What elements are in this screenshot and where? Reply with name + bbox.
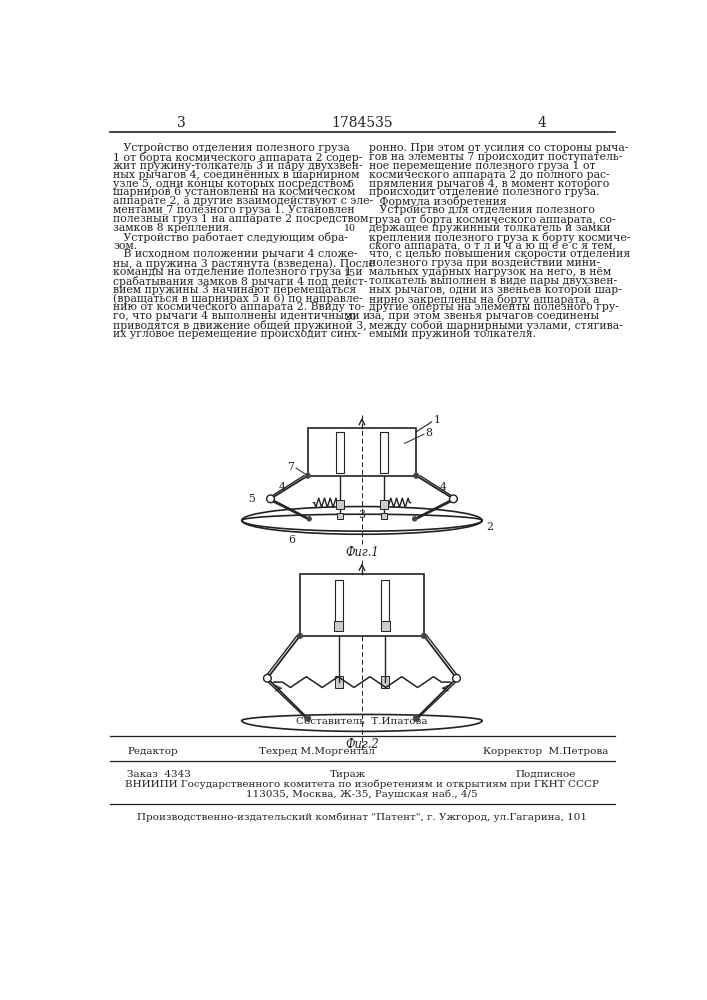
Bar xyxy=(337,513,344,519)
Text: ное перемещение полезного груза 1 от: ное перемещение полезного груза 1 от xyxy=(369,161,595,171)
Text: мальных ударных нагрузок на него, в нём: мальных ударных нагрузок на него, в нём xyxy=(369,267,611,277)
Circle shape xyxy=(414,473,419,478)
Text: Составитель  Т.Ипатова: Составитель Т.Ипатова xyxy=(296,717,428,726)
Text: Устройство для отделения полезного: Устройство для отделения полезного xyxy=(369,205,595,215)
Circle shape xyxy=(421,633,426,639)
Text: Заказ  4343: Заказ 4343 xyxy=(127,770,191,779)
Text: крепления полезного груза к борту космиче-: крепления полезного груза к борту космич… xyxy=(369,232,631,243)
Text: 1 от борта космического аппарата 2 содер-: 1 от борта космического аппарата 2 содер… xyxy=(113,152,363,163)
Text: 4: 4 xyxy=(440,482,446,492)
Text: космического аппарата 2 до полного рас-: космического аппарата 2 до полного рас- xyxy=(369,170,609,180)
Bar xyxy=(335,580,343,630)
Text: Подписное: Подписное xyxy=(515,770,575,779)
Text: команды на отделение полезного груза 1 и: команды на отделение полезного груза 1 и xyxy=(113,267,363,277)
Text: Редактор: Редактор xyxy=(127,747,178,756)
Bar xyxy=(300,574,424,636)
Text: 5: 5 xyxy=(248,494,255,504)
Text: Устройство отделения полезного груза: Устройство отделения полезного груза xyxy=(113,143,350,153)
Text: 15: 15 xyxy=(344,269,356,278)
Text: 3: 3 xyxy=(358,510,366,520)
Circle shape xyxy=(305,715,311,721)
Text: Фиг.2: Фиг.2 xyxy=(345,738,379,751)
Text: Фиг.1: Фиг.1 xyxy=(345,546,379,559)
Text: 1: 1 xyxy=(433,415,440,425)
Text: ронно. При этом от усилия со стороны рыча-: ронно. При этом от усилия со стороны рыч… xyxy=(369,143,629,153)
Bar xyxy=(337,500,344,509)
Text: узле 5, одни концы которых посредством: узле 5, одни концы которых посредством xyxy=(113,179,351,189)
Text: го, что рычаги 4 выполнены идентичными и: го, что рычаги 4 выполнены идентичными и xyxy=(113,311,370,321)
Text: замков 8 крепления.: замков 8 крепления. xyxy=(113,223,233,233)
Text: 10: 10 xyxy=(344,224,356,233)
Text: 5: 5 xyxy=(347,180,354,189)
Text: гов на элементы 7 происходит поступатель-: гов на элементы 7 происходит поступатель… xyxy=(369,152,622,162)
Text: что, с целью повышения скорости отделения: что, с целью повышения скорости отделени… xyxy=(369,249,630,259)
Text: 6: 6 xyxy=(288,535,296,545)
Text: вием пружины 3 начинают перемещаться: вием пружины 3 начинают перемещаться xyxy=(113,285,356,295)
Text: 7: 7 xyxy=(287,462,293,472)
Text: ных рычагов, одни из звеньев которой шар-: ных рычагов, одни из звеньев которой шар… xyxy=(369,285,621,295)
Text: полезный груз 1 на аппарате 2 посредством: полезный груз 1 на аппарате 2 посредство… xyxy=(113,214,368,224)
Bar xyxy=(380,620,390,631)
Text: В исходном положении рычаги 4 сложе-: В исходном положении рычаги 4 сложе- xyxy=(113,249,358,259)
Text: (вращаться в шарнирах 5 и 6) по направле-: (вращаться в шарнирах 5 и 6) по направле… xyxy=(113,294,363,304)
Text: Устройство работает следующим обра-: Устройство работает следующим обра- xyxy=(113,232,348,243)
Text: Формула изобретения: Формула изобретения xyxy=(369,196,507,207)
Text: происходит отделение полезного груза.: происходит отделение полезного груза. xyxy=(369,187,600,197)
Text: жит пружину-толкатель 3 и пару двухзвен-: жит пружину-толкатель 3 и пару двухзвен- xyxy=(113,161,363,171)
Text: Тираж: Тираж xyxy=(330,770,366,779)
Text: нирно закреплены на борту аппарата, а: нирно закреплены на борту аппарата, а xyxy=(369,294,600,305)
Bar xyxy=(337,432,344,473)
Text: 4: 4 xyxy=(279,482,286,492)
Text: приводятся в движение общей пружиной 3,: приводятся в движение общей пружиной 3, xyxy=(113,320,367,331)
Text: емыми пружиной толкателя.: емыми пружиной толкателя. xyxy=(369,329,536,339)
Text: толкатель выполнен в виде пары двухзвен-: толкатель выполнен в виде пары двухзвен- xyxy=(369,276,617,286)
Text: их угловое перемещение происходит синх-: их угловое перемещение происходит синх- xyxy=(113,329,361,339)
Bar xyxy=(380,500,387,509)
Circle shape xyxy=(452,674,460,682)
Text: Техред М.Моргентал: Техред М.Моргентал xyxy=(259,747,375,756)
Text: ского аппарата, о т л и ч а ю щ е е с я тем,: ского аппарата, о т л и ч а ю щ е е с я … xyxy=(369,241,616,251)
Text: 3: 3 xyxy=(177,116,186,130)
Circle shape xyxy=(413,715,419,721)
Text: другие оперты на элементы полезного гру-: другие оперты на элементы полезного гру- xyxy=(369,302,619,312)
Text: за, при этом звенья рычагов соединены: за, при этом звенья рычагов соединены xyxy=(369,311,599,321)
Text: 1784535: 1784535 xyxy=(331,116,393,130)
Text: ментами 7 полезного груза 1. Установлен: ментами 7 полезного груза 1. Установлен xyxy=(113,205,355,215)
Circle shape xyxy=(412,517,417,521)
Text: ны, а пружина 3 растянута (взведена). После: ны, а пружина 3 растянута (взведена). По… xyxy=(113,258,375,269)
Circle shape xyxy=(264,674,271,682)
Circle shape xyxy=(305,473,310,478)
Text: 8: 8 xyxy=(426,428,433,438)
Circle shape xyxy=(307,517,312,521)
Text: нию от космического аппарата 2. Ввиду то-: нию от космического аппарата 2. Ввиду то… xyxy=(113,302,365,312)
Bar xyxy=(335,676,343,688)
Text: полезного груза при воздействии мини-: полезного груза при воздействии мини- xyxy=(369,258,600,268)
Circle shape xyxy=(450,495,457,503)
Bar xyxy=(380,432,387,473)
Text: аппарате 2, а другие взаимодействуют с эле-: аппарате 2, а другие взаимодействуют с э… xyxy=(113,196,373,206)
Bar xyxy=(381,676,389,688)
Text: 113035, Москва, Ж-35, Раушская наб., 4/5: 113035, Москва, Ж-35, Раушская наб., 4/5 xyxy=(246,790,478,799)
Text: между собой шарнирными узлами, стягива-: между собой шарнирными узлами, стягива- xyxy=(369,320,623,331)
Bar xyxy=(334,620,344,631)
Text: 20: 20 xyxy=(344,313,356,322)
Bar xyxy=(308,428,416,476)
Text: шарниров 6 установлены на космическом: шарниров 6 установлены на космическом xyxy=(113,187,356,197)
Text: ВНИИПИ Государственного комитета по изобретениям и открытиям при ГКНТ СССР: ВНИИПИ Государственного комитета по изоб… xyxy=(125,780,599,789)
Text: ных рычагов 4, соединённых в шарнирном: ных рычагов 4, соединённых в шарнирном xyxy=(113,170,360,180)
Text: прямления рычагов 4, в момент которого: прямления рычагов 4, в момент которого xyxy=(369,179,609,189)
Text: 4: 4 xyxy=(537,116,547,130)
Circle shape xyxy=(297,633,303,639)
Text: срабатывания замков 8 рычаги 4 под дейст-: срабатывания замков 8 рычаги 4 под дейст… xyxy=(113,276,368,287)
Text: зом.: зом. xyxy=(113,241,137,251)
Circle shape xyxy=(267,495,274,503)
Text: 2: 2 xyxy=(486,522,493,532)
Bar xyxy=(381,580,389,630)
Text: Корректор  М.Петрова: Корректор М.Петрова xyxy=(483,747,608,756)
Bar xyxy=(380,513,387,519)
Text: груза от борта космического аппарата, со-: груза от борта космического аппарата, со… xyxy=(369,214,616,225)
Text: Производственно-издательский комбинат "Патент", г. Ужгород, ул.Гагарина, 101: Производственно-издательский комбинат "П… xyxy=(137,812,587,822)
Text: держащее пружинный толкатель и замки: держащее пружинный толкатель и замки xyxy=(369,223,610,233)
